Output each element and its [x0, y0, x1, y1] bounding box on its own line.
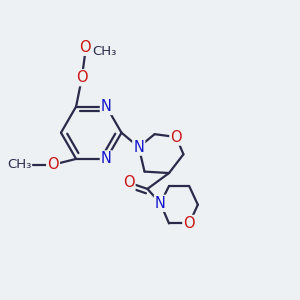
- Text: O: O: [47, 157, 59, 172]
- Text: N: N: [101, 152, 112, 166]
- Text: O: O: [170, 130, 182, 145]
- Text: N: N: [155, 196, 166, 211]
- Text: N: N: [133, 140, 144, 154]
- Text: O: O: [183, 216, 195, 231]
- Text: O: O: [76, 70, 88, 85]
- Text: O: O: [79, 40, 91, 55]
- Text: N: N: [101, 99, 112, 114]
- Text: O: O: [123, 175, 134, 190]
- Text: CH₃: CH₃: [92, 45, 116, 58]
- Text: CH₃: CH₃: [7, 158, 31, 171]
